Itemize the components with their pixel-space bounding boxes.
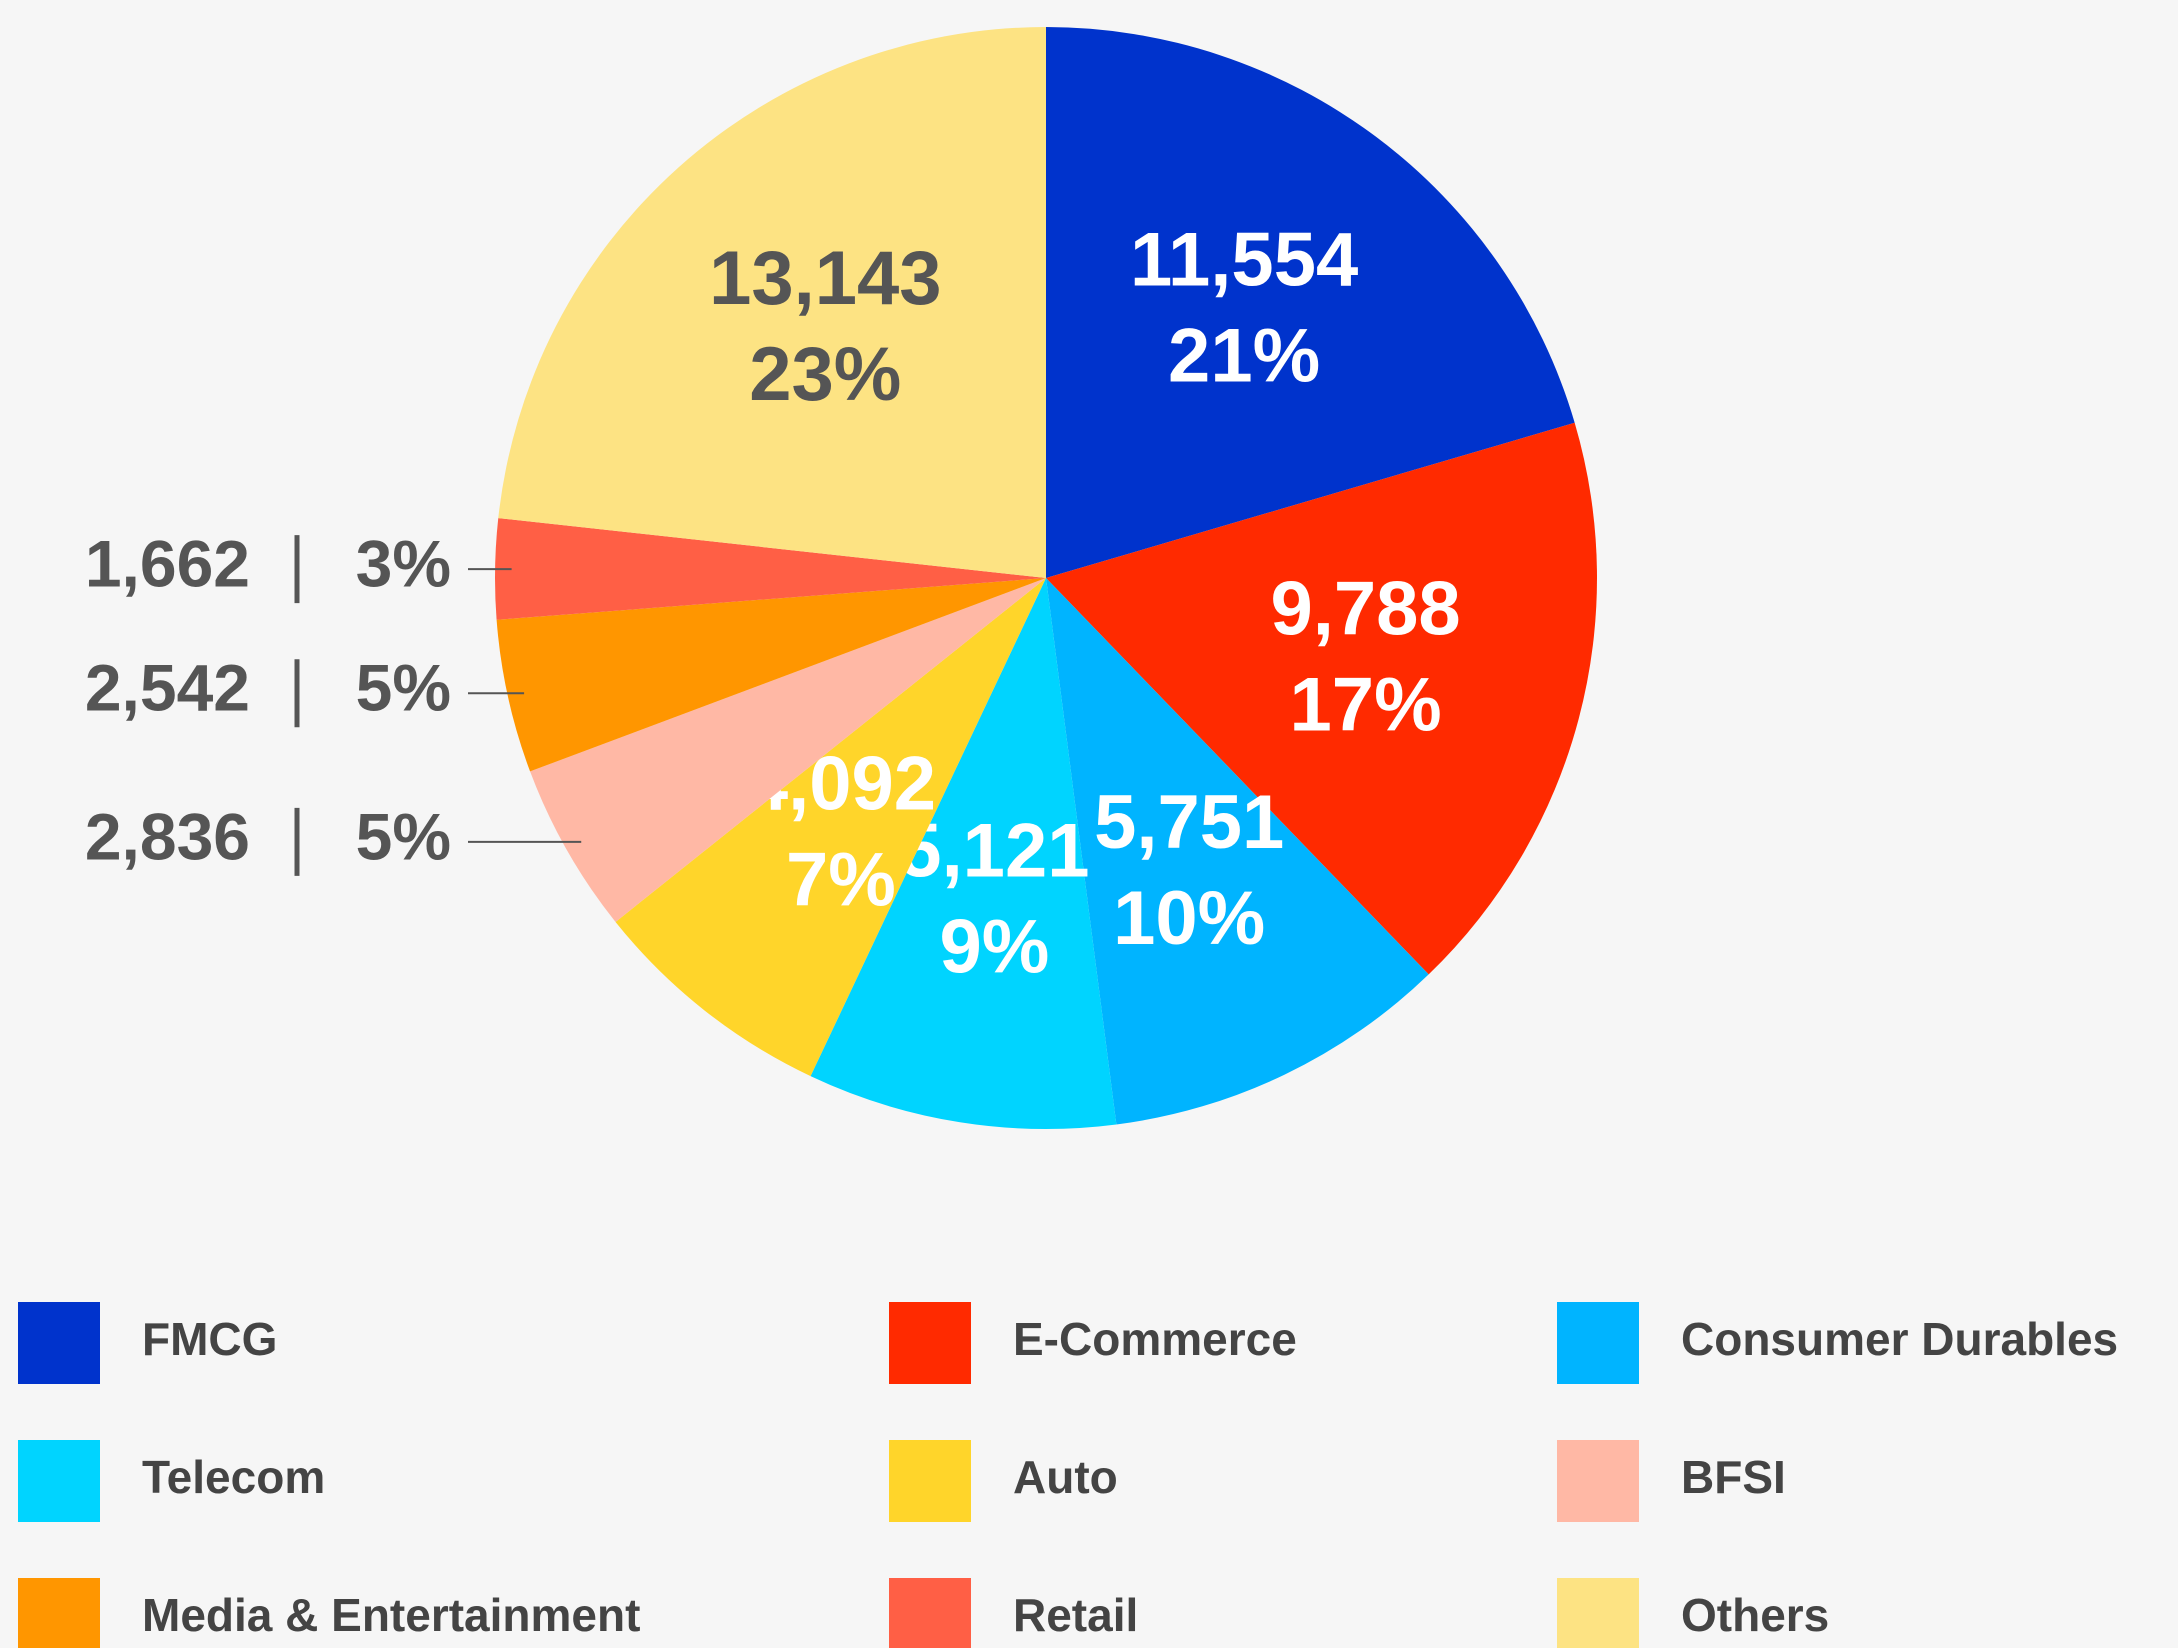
- legend-label: E-Commerce: [1013, 1313, 1297, 1365]
- legend-label: Auto: [1013, 1451, 1118, 1503]
- legend-label: Retail: [1013, 1589, 1138, 1641]
- slice-percent-label: 23%: [749, 332, 901, 417]
- outside-value-label: 1,662: [85, 527, 250, 601]
- legend-swatch: [889, 1302, 971, 1384]
- outside-percent-label: 3%: [356, 527, 451, 601]
- pie-slice: [810, 578, 1117, 1129]
- legend-label: BFSI: [1681, 1451, 1786, 1503]
- legend-swatch: [18, 1302, 100, 1384]
- pie-slice: [615, 578, 1046, 1077]
- legend-swatch: [1557, 1302, 1639, 1384]
- slice-percent-label: 9%: [939, 905, 1049, 990]
- legend-label: Consumer Durables: [1681, 1313, 2118, 1365]
- slice-value-label: 11,554: [1130, 217, 1358, 302]
- legend-swatch: [18, 1578, 100, 1648]
- pie-slice: [1046, 578, 1429, 1125]
- outside-percent-label: 5%: [356, 799, 451, 873]
- slice-value-label: 5,751: [1094, 780, 1284, 865]
- legend-swatch: [1557, 1578, 1639, 1648]
- slice-percent-label: 17%: [1290, 663, 1442, 748]
- legend-swatch: [18, 1440, 100, 1522]
- slice-value-label: 9,788: [1271, 567, 1461, 652]
- pie-slice: [496, 578, 1046, 772]
- legend-label: Media & Entertainment: [142, 1589, 640, 1641]
- legend-label: Others: [1681, 1589, 1829, 1641]
- pie-slice: [530, 578, 1046, 922]
- slice-value-label: 13,143: [709, 236, 941, 321]
- slice-value-label: 5,121: [899, 809, 1089, 894]
- legend-swatch: [1557, 1440, 1639, 1522]
- pie-slice: [498, 27, 1046, 578]
- pie-slice: [494, 518, 1046, 620]
- legend-label: FMCG: [142, 1313, 277, 1365]
- slice-percent-label: 21%: [1168, 313, 1320, 398]
- slice-percent-label: 10%: [1113, 876, 1265, 961]
- slice-percent-label: 7%: [786, 837, 896, 922]
- outside-percent-label: 5%: [356, 651, 451, 725]
- legend-swatch: [889, 1578, 971, 1648]
- pie-slice: [1046, 422, 1597, 975]
- outside-value-label: 2,836: [85, 799, 250, 873]
- legend-swatch: [889, 1440, 971, 1522]
- outside-value-label: 2,542: [85, 651, 250, 725]
- pie-slice: [1046, 27, 1575, 578]
- legend-label: Telecom: [142, 1451, 325, 1503]
